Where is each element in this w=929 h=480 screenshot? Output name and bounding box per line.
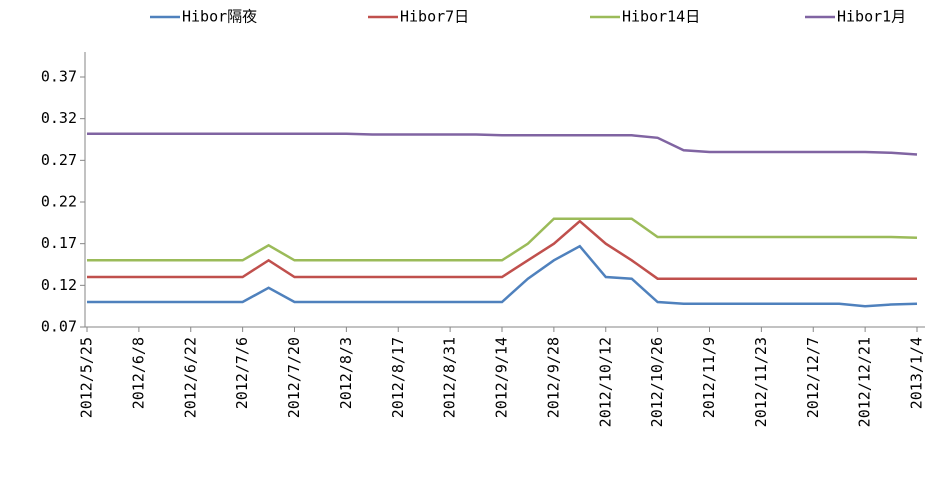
legend-label: Hibor14日 — [622, 8, 700, 26]
y-tick-label: 0.12 — [41, 276, 77, 294]
x-tick-label: 2012/11/9 — [700, 337, 718, 418]
x-tick-label: 2012/6/22 — [181, 337, 199, 418]
series-line — [87, 132, 918, 156]
y-tick-label: 0.32 — [41, 109, 77, 127]
x-tick-label: 2012/7/6 — [233, 337, 251, 409]
x-tick-label: 2012/6/8 — [129, 337, 147, 409]
series-line — [87, 244, 918, 308]
x-tick-label: 2012/12/21 — [856, 337, 874, 427]
x-tick-label: 2012/11/23 — [752, 337, 770, 427]
y-tick-label: 0.17 — [41, 234, 77, 252]
legend-label: Hibor7日 — [400, 8, 469, 26]
y-tick-label: 0.37 — [41, 68, 77, 86]
y-tick-label: 0.07 — [41, 318, 77, 336]
series-line — [87, 219, 917, 280]
x-tick-label: 2012/7/20 — [285, 337, 303, 418]
x-tick-label: 2012/10/12 — [596, 337, 614, 427]
x-tick-label: 2012/5/25 — [78, 337, 96, 418]
x-tick-label: 2013/1/4 — [908, 337, 926, 409]
y-tick-label: 0.27 — [41, 151, 77, 169]
x-tick-label: 2012/12/7 — [804, 337, 822, 418]
x-tick-label: 2012/9/14 — [493, 337, 511, 418]
legend-label: Hibor隔夜 — [182, 8, 257, 26]
series-line — [87, 217, 918, 262]
x-tick-label: 2012/8/31 — [441, 337, 459, 418]
x-tick-label: 2012/9/28 — [544, 337, 562, 418]
legend-label: Hibor1月 — [837, 8, 906, 26]
x-tick-label: 2012/10/26 — [648, 337, 666, 427]
y-tick-label: 0.22 — [41, 193, 77, 211]
x-tick-label: 2012/8/3 — [337, 337, 355, 409]
x-tick-label: 2012/8/17 — [389, 337, 407, 418]
